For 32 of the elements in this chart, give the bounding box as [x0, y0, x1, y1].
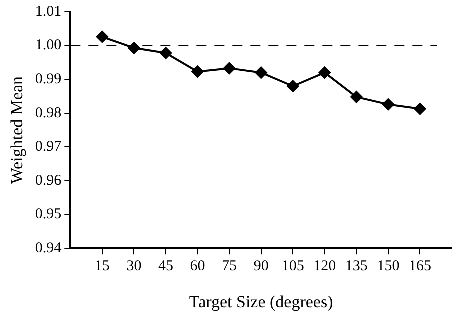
- y-axis-title: Weighted Mean: [8, 76, 27, 184]
- point: [192, 66, 204, 78]
- y-tick-label: 0.94: [35, 240, 62, 257]
- y-tick-label: 0.98: [35, 105, 62, 122]
- x-tick-label: 90: [254, 258, 269, 275]
- point: [414, 103, 426, 116]
- point: [96, 31, 108, 44]
- point: [350, 91, 363, 104]
- x-tick-label: 45: [158, 258, 174, 275]
- x-tick-label: 75: [222, 258, 238, 275]
- y-tick-label: 0.99: [35, 72, 62, 88]
- point: [160, 47, 172, 60]
- point: [224, 62, 236, 74]
- x-tick-label: 30: [126, 258, 142, 275]
- x-tick-label: 15: [94, 258, 110, 275]
- point: [318, 66, 331, 79]
- y-tick-label: 1.00: [35, 38, 62, 54]
- x-tick-label: 150: [377, 258, 400, 275]
- x-tick-label: 105: [282, 258, 304, 275]
- x-tick-label: 135: [345, 258, 368, 275]
- x-axis-title: Target Size (degrees): [189, 292, 334, 312]
- point: [287, 80, 300, 92]
- x-tick-label: 120: [314, 258, 336, 275]
- point: [255, 66, 268, 79]
- point: [128, 42, 140, 54]
- point: [382, 98, 394, 111]
- x-tick-label: 165: [408, 258, 432, 275]
- y-tick-label: 0.95: [35, 206, 62, 223]
- x-tick-label: 60: [190, 258, 206, 275]
- y-tick-label: 1.01: [35, 4, 62, 20]
- y-tick-label: 0.96: [35, 172, 62, 189]
- y-tick-label: 0.97: [35, 139, 62, 156]
